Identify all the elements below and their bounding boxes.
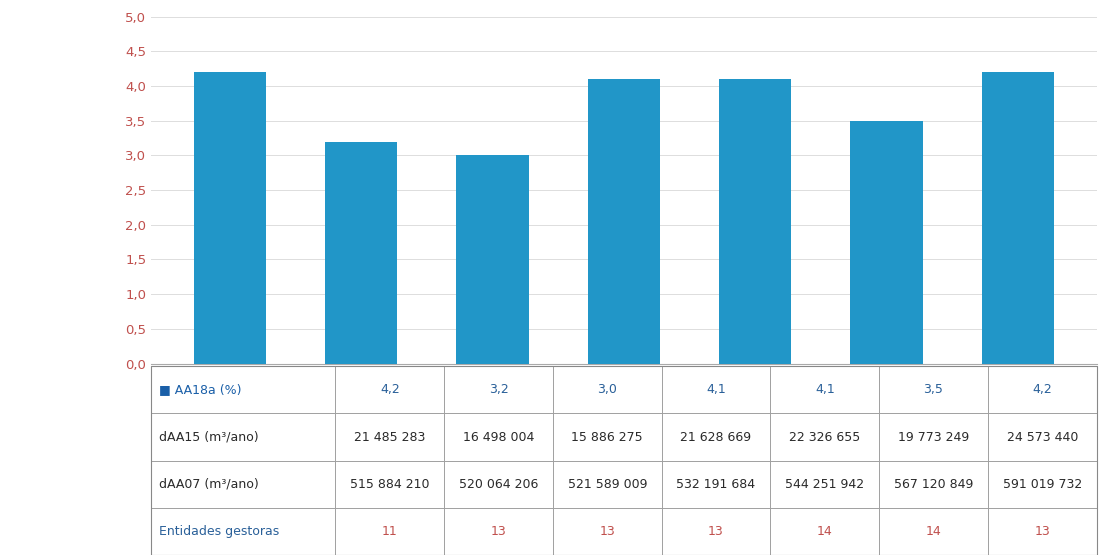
Bar bbox=[194, 72, 266, 364]
Bar bbox=[444, 413, 553, 461]
Bar bbox=[326, 142, 397, 364]
Bar bbox=[336, 508, 444, 555]
Text: 15 886 275: 15 886 275 bbox=[572, 431, 643, 443]
Bar bbox=[151, 366, 336, 413]
Text: 520 064 206: 520 064 206 bbox=[459, 478, 538, 491]
Bar bbox=[880, 508, 988, 555]
Bar bbox=[770, 461, 880, 508]
Bar bbox=[336, 366, 444, 413]
Text: 13: 13 bbox=[600, 525, 615, 538]
Text: 21 485 283: 21 485 283 bbox=[354, 431, 425, 443]
Bar bbox=[988, 508, 1097, 555]
Text: 24 573 440: 24 573 440 bbox=[1007, 431, 1078, 443]
Text: 4,1: 4,1 bbox=[706, 384, 726, 396]
Text: 3,5: 3,5 bbox=[923, 384, 943, 396]
Bar bbox=[988, 413, 1097, 461]
Text: 13: 13 bbox=[708, 525, 724, 538]
Text: 4,2: 4,2 bbox=[380, 384, 399, 396]
Text: 532 191 684: 532 191 684 bbox=[677, 478, 755, 491]
Bar bbox=[988, 366, 1097, 413]
Text: dAA07 (m³/ano): dAA07 (m³/ano) bbox=[159, 478, 258, 491]
Text: 4,1: 4,1 bbox=[815, 384, 835, 396]
Bar bbox=[988, 461, 1097, 508]
Bar bbox=[336, 461, 444, 508]
Text: 3,0: 3,0 bbox=[598, 384, 618, 396]
Bar bbox=[444, 366, 553, 413]
Text: 13: 13 bbox=[490, 525, 507, 538]
Text: 591 019 732: 591 019 732 bbox=[1003, 478, 1082, 491]
Text: 13: 13 bbox=[1034, 525, 1050, 538]
Bar bbox=[553, 413, 661, 461]
Bar bbox=[880, 366, 988, 413]
Bar bbox=[151, 508, 336, 555]
Bar bbox=[661, 413, 770, 461]
Bar bbox=[770, 413, 880, 461]
Text: 19 773 249: 19 773 249 bbox=[897, 431, 969, 443]
Text: 515 884 210: 515 884 210 bbox=[350, 478, 430, 491]
Text: 3,2: 3,2 bbox=[489, 384, 508, 396]
Text: dAA15 (m³/ano): dAA15 (m³/ano) bbox=[159, 431, 258, 443]
Text: 21 628 669: 21 628 669 bbox=[680, 431, 752, 443]
Bar bbox=[661, 461, 770, 508]
Bar bbox=[850, 120, 922, 364]
Bar bbox=[151, 461, 336, 508]
Text: 544 251 942: 544 251 942 bbox=[786, 478, 864, 491]
Text: 16 498 004: 16 498 004 bbox=[463, 431, 534, 443]
Text: 4,2: 4,2 bbox=[1033, 384, 1052, 396]
Bar bbox=[444, 461, 553, 508]
Bar bbox=[336, 413, 444, 461]
Bar bbox=[587, 79, 660, 364]
Bar bbox=[553, 366, 661, 413]
Bar bbox=[553, 461, 661, 508]
Bar bbox=[444, 508, 553, 555]
Bar bbox=[553, 508, 661, 555]
Bar bbox=[720, 79, 791, 364]
Bar bbox=[770, 366, 880, 413]
Bar bbox=[661, 508, 770, 555]
Text: Entidades gestoras: Entidades gestoras bbox=[159, 525, 279, 538]
Bar bbox=[457, 155, 528, 364]
Bar bbox=[880, 461, 988, 508]
Bar bbox=[880, 413, 988, 461]
Text: ■ AA18a (%): ■ AA18a (%) bbox=[159, 384, 241, 396]
Bar bbox=[151, 413, 336, 461]
Text: 22 326 655: 22 326 655 bbox=[789, 431, 861, 443]
Text: 11: 11 bbox=[382, 525, 397, 538]
Bar bbox=[661, 366, 770, 413]
Bar bbox=[981, 72, 1054, 364]
Text: 521 589 009: 521 589 009 bbox=[567, 478, 647, 491]
Text: 14: 14 bbox=[817, 525, 833, 538]
Text: 567 120 849: 567 120 849 bbox=[894, 478, 974, 491]
Text: 14: 14 bbox=[925, 525, 941, 538]
Bar bbox=[770, 508, 880, 555]
